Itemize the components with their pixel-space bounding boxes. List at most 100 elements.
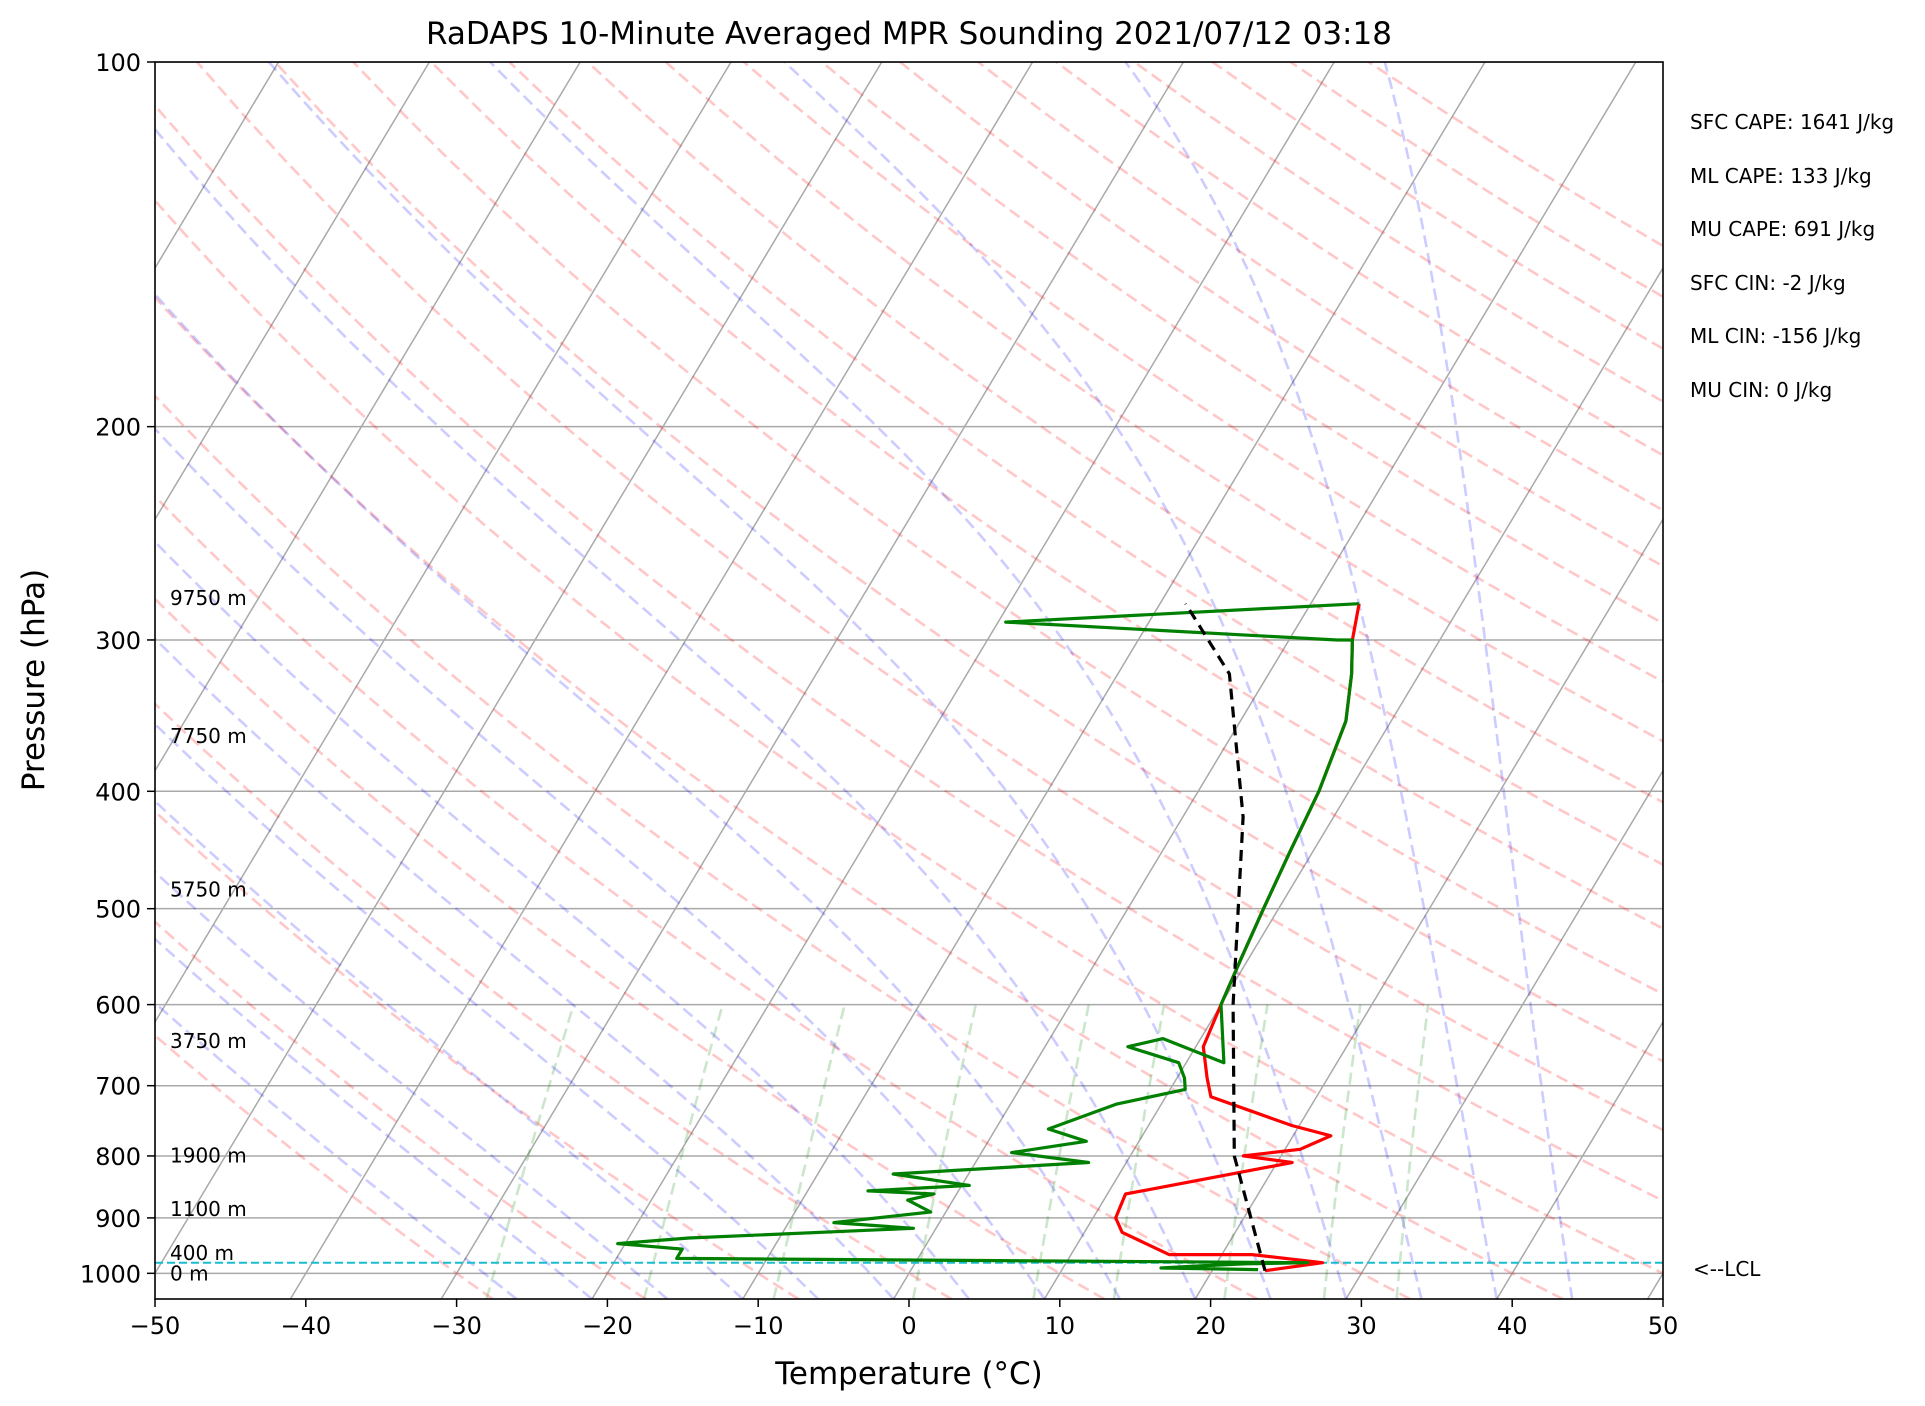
dry-adiabat-line	[155, 295, 1564, 1299]
sfc-cin-text: SFC CIN: -2 J/kg	[1690, 271, 1846, 295]
x-tick-label: −30	[431, 1312, 482, 1340]
mu-cin-text: MU CIN: 0 J/kg	[1690, 378, 1833, 402]
x-tick-label: 30	[1346, 1312, 1377, 1340]
dry-adiabat-line	[352, 62, 1663, 996]
isotherm-line	[742, 62, 1486, 1299]
dry-adiabat-line	[977, 62, 1663, 512]
moist-adiabat-line	[155, 722, 820, 1299]
isotherm-line	[155, 62, 732, 1024]
mixing-ratio-line	[642, 1004, 724, 1299]
height-label: 1100 m	[170, 1197, 247, 1221]
x-tick-label: −10	[733, 1312, 784, 1340]
plot-frame	[154, 61, 1664, 1300]
y-tick-label: 400	[95, 778, 141, 806]
moist-adiabat-line	[783, 62, 1423, 1299]
moist-adiabat-line	[1383, 62, 1574, 1299]
height-label: 7750 m	[170, 724, 247, 748]
moist-adiabat-line	[155, 127, 1197, 1299]
y-tick-label: 1000	[80, 1260, 141, 1288]
x-tick-label: 0	[901, 1312, 916, 1340]
x-tick-label: 40	[1497, 1312, 1528, 1340]
moist-adiabat-line	[155, 426, 1046, 1299]
height-label: 400 m	[170, 1241, 234, 1265]
isotherm-line	[1194, 517, 1663, 1299]
dry-adiabat-line	[155, 494, 1258, 1299]
height-labels: 9750 m 7750 m 5750 m 3750 m 1900 m 1100 m 400 …	[170, 586, 247, 1285]
dry-adiabat-line	[196, 62, 1663, 1132]
y-tick-label: 200	[95, 414, 141, 442]
dry-adiabat-line	[155, 597, 1105, 1299]
sfc-cape-text: SFC CAPE: 1641 J/kg	[1690, 110, 1895, 134]
dry-adiabat-line	[1133, 62, 1663, 403]
y-tick-label: 700	[95, 1073, 141, 1101]
mixing-ratio-line	[1395, 1004, 1430, 1299]
dry-adiabat-line	[155, 1033, 494, 1299]
height-label: 3750 m	[170, 1029, 247, 1053]
mixing-ratio-line	[772, 1004, 846, 1299]
isotherm-line	[155, 62, 581, 773]
x-axis: −50 −40 −30 −20 −10 0 10 20 30 40 50	[130, 1299, 1679, 1340]
dry-adiabat-line	[430, 62, 1663, 930]
dry-adiabat-line	[899, 62, 1663, 568]
x-tick-label: −50	[130, 1312, 181, 1340]
dry-adiabat-line	[155, 198, 1663, 1275]
isotherm-line	[1496, 1020, 1663, 1299]
mixing-ratio-line	[1322, 1004, 1362, 1299]
moist-adiabat-line	[489, 62, 1348, 1299]
dry-adiabat-line	[742, 62, 1663, 684]
parcel-profile-line	[1184, 602, 1267, 1272]
height-label: 1900 m	[170, 1143, 247, 1167]
chart-title: RaDAPS 10-Minute Averaged MPR Sounding 2…	[426, 16, 1392, 52]
isotherm-line	[440, 62, 1185, 1299]
y-tick-label: 800	[95, 1143, 141, 1171]
dry-adiabat-line	[155, 702, 953, 1299]
y-tick-label: 500	[95, 896, 141, 924]
mixing-ratio-line	[1032, 1004, 1090, 1299]
background-lines	[155, 62, 1663, 1299]
ml-cin-text: ML CIN: -156 J/kg	[1690, 324, 1862, 348]
isotherm-line	[155, 62, 431, 521]
x-tick-label: −40	[280, 1312, 331, 1340]
moist-adiabat-line	[155, 937, 593, 1299]
x-tick-label: 20	[1195, 1312, 1226, 1340]
dry-adiabat-line	[155, 920, 647, 1299]
isotherm-line	[591, 62, 1335, 1299]
mixing-ratio-line	[911, 1004, 978, 1299]
moist-adiabat-line	[155, 637, 895, 1299]
moist-adiabat-line	[155, 799, 744, 1299]
series-layer	[616, 602, 1361, 1273]
isotherm-line	[155, 62, 883, 1275]
y-axis-label: Pressure (hPa)	[16, 569, 52, 791]
lcl-label: <--LCL	[1693, 1257, 1761, 1281]
height-label: 9750 m	[170, 586, 247, 610]
isotherm-line	[1345, 769, 1663, 1299]
height-label: 5750 m	[170, 877, 247, 901]
isotherm-line	[289, 62, 1034, 1299]
dry-adiabat-line	[155, 103, 1663, 1203]
x-tick-label: −20	[582, 1312, 633, 1340]
moist-adiabat-line	[155, 539, 971, 1299]
y-tick-label: 900	[95, 1205, 141, 1233]
x-tick-label: 50	[1648, 1312, 1679, 1340]
isotherm-line	[1646, 1271, 1663, 1299]
dry-adiabat-line	[508, 62, 1663, 867]
dry-adiabat-line	[274, 62, 1663, 1063]
dry-adiabat-line	[1367, 62, 1663, 248]
moist-adiabat-line	[267, 62, 1272, 1299]
y-tick-label: 600	[95, 992, 141, 1020]
y-axis: 100 200 300 400 500 600 700 800 900 1000	[80, 49, 155, 1288]
dry-adiabat-line	[155, 809, 800, 1299]
height-label: 0 m	[170, 1261, 209, 1285]
moist-adiabat-line	[155, 292, 1121, 1299]
y-tick-label: 300	[95, 627, 141, 655]
x-axis-label: Temperature (°C)	[774, 1356, 1043, 1392]
isotherm-line	[892, 62, 1637, 1299]
y-tick-label: 100	[95, 49, 141, 77]
mixing-ratio-line	[485, 1004, 575, 1299]
moist-adiabat-line	[155, 870, 669, 1299]
x-tick-label: 10	[1045, 1312, 1076, 1340]
dry-adiabat-line	[664, 62, 1663, 743]
mu-cape-text: MU CAPE: 691 J/kg	[1690, 217, 1876, 241]
ml-cape-text: ML CAPE: 133 J/kg	[1690, 164, 1872, 188]
